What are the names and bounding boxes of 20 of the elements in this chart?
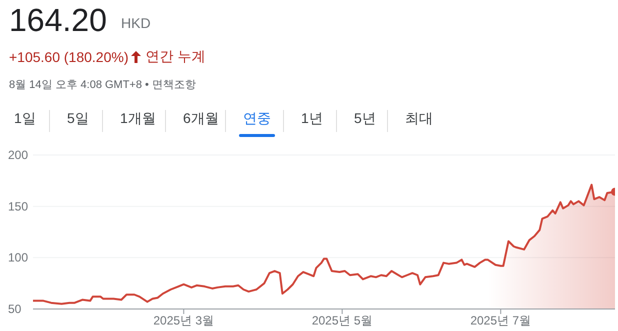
text: 6개월 — [183, 110, 219, 128]
text: 연간 누계 — [145, 48, 206, 66]
chart-title: 164.20 — [9, 2, 107, 39]
y-tick-label: 100 — [8, 250, 28, 265]
text: 1년 — [301, 110, 323, 128]
x-tick-label: 2025년 3월 — [153, 314, 214, 328]
text: 5일 — [67, 110, 89, 128]
text: 연중 — [243, 110, 271, 128]
text: +105.60 (180.20%) — [9, 49, 128, 65]
text: 1개월 — [120, 110, 156, 128]
y-tick-label: 50 — [8, 302, 22, 316]
text: 1일 — [14, 110, 36, 128]
x-tick-label: 2025년 5월 — [312, 314, 373, 328]
text: 8월 14일 오후 4:08 GMT+8 • 면책조항 — [9, 78, 196, 92]
text: 최대 — [405, 110, 433, 128]
y-tick-label: 200 — [8, 148, 28, 162]
text: HKD — [121, 15, 151, 31]
y-tick-label: 150 — [8, 199, 28, 214]
text: 5년 — [354, 110, 376, 128]
x-tick-label: 2025년 7월 — [470, 314, 532, 328]
